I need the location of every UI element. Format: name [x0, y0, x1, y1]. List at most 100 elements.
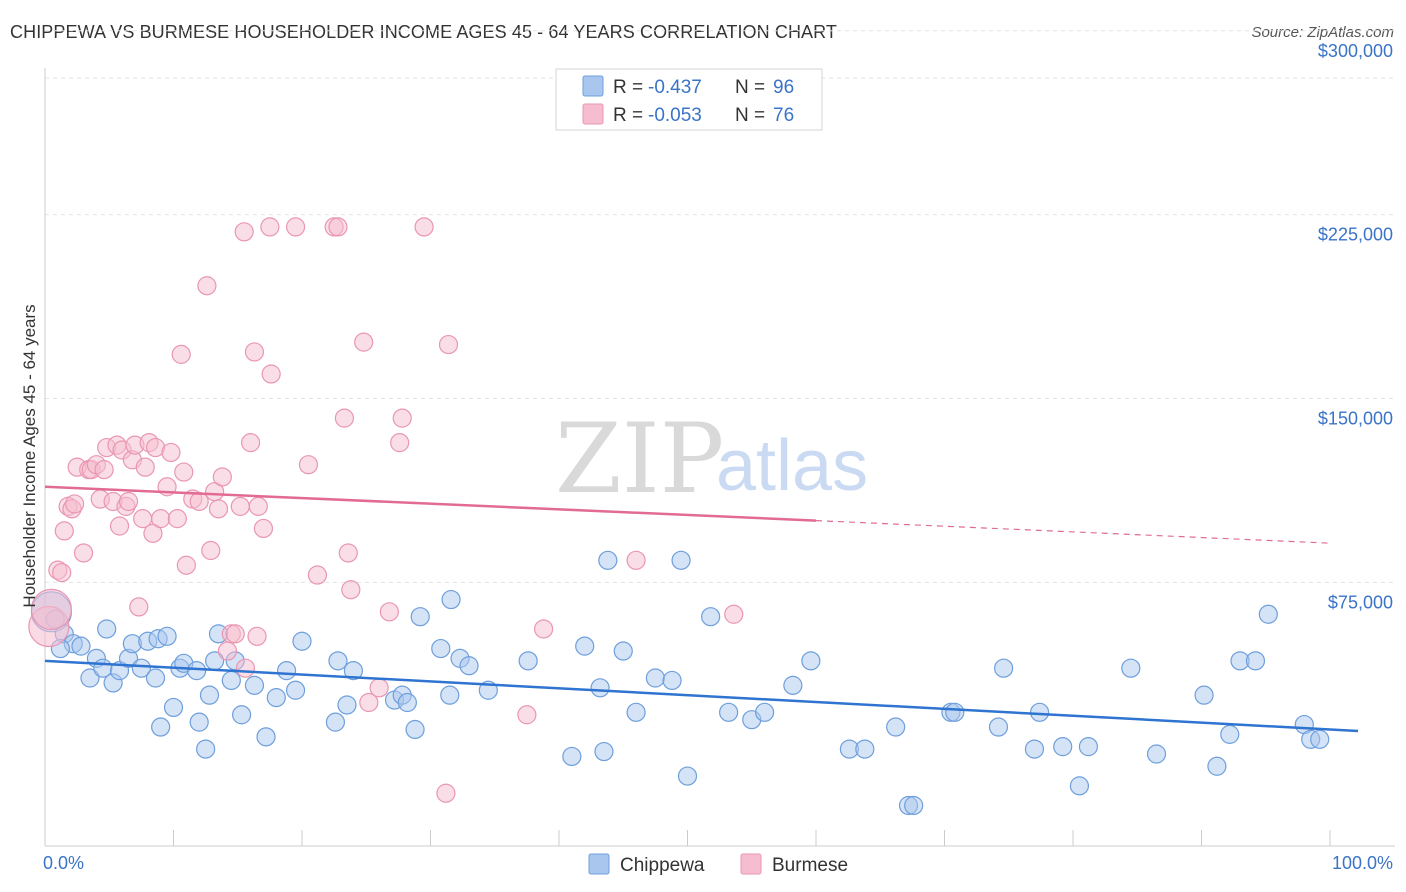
- burmese-point-14: [94, 460, 114, 480]
- chippewa-point-56: [598, 550, 618, 570]
- chippewa-point-34: [285, 680, 306, 700]
- burmese-point-42: [208, 499, 229, 519]
- chippewa-point-82: [1078, 737, 1099, 757]
- burmese-point-4: [54, 521, 74, 541]
- burmese-point-24: [129, 597, 149, 617]
- trend-lines: [44, 485, 1359, 733]
- burmese-point-53: [248, 496, 268, 516]
- chippewa-point-80: [1053, 737, 1073, 757]
- burmese-point-62: [334, 408, 355, 428]
- chippewa-point-8: [97, 619, 117, 639]
- chippewa-point-57: [613, 641, 633, 661]
- burmese-point-75: [533, 619, 554, 639]
- chippewa-point-87: [1220, 724, 1240, 744]
- burmese-point-32: [161, 442, 181, 463]
- chippewa-point-73: [904, 795, 924, 816]
- bottom-legend-swatch-burmese: [740, 853, 762, 875]
- chippewa-point-78: [1024, 739, 1045, 759]
- burmese-point-69: [390, 433, 410, 453]
- burmese-point-71: [414, 217, 434, 237]
- chippewa-point-84: [1146, 744, 1167, 764]
- chippewa-point-95: [151, 717, 171, 737]
- burmese-point-18: [109, 516, 130, 536]
- burmese-point-77: [724, 604, 744, 624]
- chippewa-point-53: [575, 636, 595, 656]
- chippewa-point-75: [945, 702, 965, 722]
- burmese-point-54: [253, 518, 274, 539]
- chippewa-point-37: [328, 651, 348, 671]
- burmese-point-40: [201, 540, 221, 561]
- burmese-point-34: [171, 344, 191, 364]
- legend-box: R = -0.437 N = 96 R = -0.053 N = 76: [555, 68, 823, 131]
- chippewa-point-85: [1194, 685, 1214, 705]
- burmese-point-56: [260, 217, 280, 237]
- burmese-point-58: [298, 455, 319, 475]
- chippewa-point-46: [440, 685, 460, 705]
- burmese-point-74: [517, 705, 537, 725]
- watermark-atlas: atlas: [716, 426, 868, 506]
- chippewa-point-71: [886, 717, 906, 737]
- chippewa-point-66: [754, 702, 775, 722]
- chippewa-point-38: [337, 695, 357, 715]
- chippewa-point-49: [459, 656, 479, 676]
- y-tick-label-1: $150,000: [1318, 409, 1393, 429]
- burmese-point-30: [151, 509, 171, 529]
- chippewa-point-5: [80, 668, 100, 688]
- legend-n-label-chippewa: N =: [735, 77, 765, 98]
- chippewa-point-83: [1121, 658, 1141, 678]
- legend-r-value-chippewa: -0.437: [648, 77, 702, 98]
- chippewa-point-64: [719, 702, 739, 722]
- chippewa-point-27: [221, 670, 241, 691]
- chippewa-point-35: [292, 631, 312, 651]
- burmese-point-7: [64, 494, 85, 514]
- burmese-point-43: [212, 467, 232, 487]
- legend-n-value-chippewa: 96: [773, 77, 794, 98]
- burmese-point-46: [225, 624, 245, 644]
- burmese-point-59: [307, 565, 328, 585]
- chippewa-point-42: [397, 692, 417, 713]
- bottom-legend-burmese: Burmese: [772, 855, 848, 876]
- y-tick-label-0: $75,000: [1328, 592, 1393, 612]
- chippewa-point-24: [199, 685, 220, 705]
- bottom-legend-swatch-chippewa: [588, 853, 610, 875]
- burmese-point-1: [30, 588, 73, 630]
- chippewa-point-21: [187, 661, 207, 681]
- chippewa-point-45: [431, 638, 451, 659]
- burmese-point-50: [241, 433, 261, 453]
- burmese-point-35: [174, 462, 194, 482]
- chippewa-point-55: [594, 741, 614, 762]
- chippewa-point-18: [163, 697, 184, 718]
- chippewa-point-81: [1069, 776, 1090, 796]
- burmese-point-47: [230, 496, 250, 516]
- chippewa-point-39: [343, 661, 363, 681]
- legend-r-label-chippewa: R =: [613, 77, 643, 98]
- burmese-point-55: [261, 364, 281, 384]
- burmese-point-49: [235, 658, 256, 678]
- y-tick-label-2: $225,000: [1318, 225, 1393, 245]
- chippewa-point-63: [701, 607, 721, 627]
- legend-n-value-burmese: 76: [773, 105, 794, 126]
- chippewa-point-86: [1207, 756, 1227, 776]
- burmese-trend-line-extension: [815, 520, 1331, 544]
- watermark: ZIP atlas: [555, 403, 868, 515]
- chippewa-point-4: [71, 636, 91, 656]
- burmese-point-48: [234, 222, 254, 242]
- source-label: Source: ZipAtlas.com: [1251, 24, 1394, 41]
- chippewa-point-52: [562, 746, 582, 767]
- x-tick-labels: 0.0% 100.0%: [43, 853, 1393, 873]
- y-axis-title: Householder Income Ages 45 - 64 years: [20, 304, 39, 607]
- chippewa-point-59: [645, 668, 665, 688]
- burmese-point-64: [341, 580, 361, 600]
- legend-swatch-burmese: [582, 103, 604, 125]
- burmese-point-38: [189, 491, 209, 512]
- y-tick-label-3: $300,000: [1318, 41, 1393, 61]
- burmese-point-44: [217, 641, 238, 661]
- chippewa-point-22: [189, 712, 209, 732]
- legend-n-label-burmese: N =: [735, 105, 765, 126]
- axes: [44, 68, 1395, 847]
- x-tick-label-end: 100.0%: [1332, 853, 1393, 873]
- chippewa-point-32: [266, 688, 286, 708]
- burmese-point-26: [135, 457, 155, 477]
- legend-r-label-burmese: R =: [613, 105, 643, 126]
- chippewa-point-62: [677, 766, 698, 786]
